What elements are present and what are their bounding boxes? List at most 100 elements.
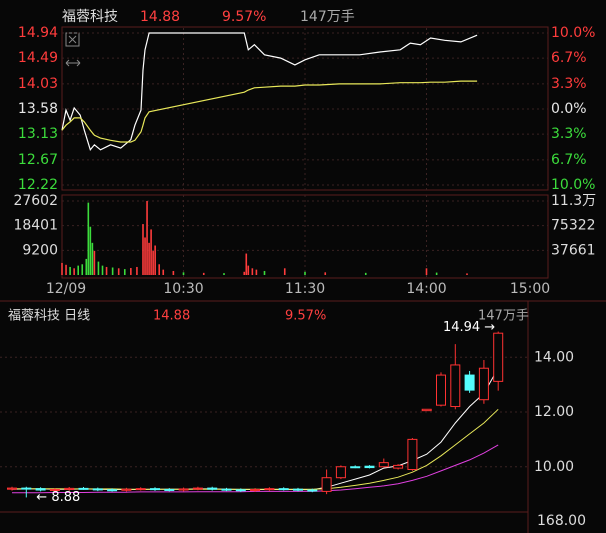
y2-tick-label: 6.7%	[551, 50, 587, 66]
volume-bar	[142, 224, 144, 275]
volume-bar	[172, 270, 175, 275]
candle-body	[150, 488, 160, 491]
candle-body	[350, 466, 361, 469]
candle-body	[450, 364, 461, 408]
price: 14.88	[140, 9, 180, 25]
volume-bar	[73, 268, 75, 275]
volume-bar	[435, 272, 438, 275]
candle-body	[307, 489, 318, 492]
y-tick-label: 10.00	[534, 459, 574, 475]
volume-bar	[105, 266, 108, 275]
volume-bar	[69, 266, 71, 275]
daily-change: 9.57%	[285, 309, 326, 324]
candle-body	[493, 332, 504, 382]
y-tick-label: 12.00	[534, 404, 574, 420]
y-tick-label: 12.22	[18, 177, 58, 193]
volume-bar	[255, 269, 258, 275]
price-line	[61, 80, 478, 143]
volume-bar	[150, 229, 152, 275]
y-tick-label: 9200	[22, 242, 58, 258]
volume-bar	[263, 270, 266, 275]
candle-body	[178, 488, 189, 491]
volume-bar	[91, 242, 94, 275]
candle-body	[264, 488, 275, 491]
y-tick-label: 14.49	[18, 50, 58, 66]
y2-tick-label: 6.7%	[551, 152, 587, 168]
candle-body	[107, 489, 118, 492]
y2-tick-label: 37661	[551, 242, 596, 258]
y2-tick-label: 11.3万	[551, 193, 596, 209]
candle-body	[278, 488, 289, 491]
volume-bar	[130, 268, 132, 275]
volume-bar	[223, 273, 225, 275]
y2-tick-label: 10.0%	[551, 25, 595, 41]
y-tick-label: 18401	[13, 218, 58, 234]
change: 9.57%	[222, 9, 266, 25]
candle-body	[78, 487, 89, 490]
volume-bar	[364, 272, 367, 275]
x-tick-label: 11:30	[285, 281, 325, 297]
volume-bar	[148, 242, 150, 275]
volume-bar	[182, 272, 185, 275]
x-tick-label: 10:30	[163, 281, 203, 297]
candle-body	[7, 487, 17, 490]
volume-bar	[251, 268, 254, 275]
candle-body	[35, 488, 46, 491]
candle-body	[21, 487, 32, 490]
candle-body	[250, 488, 261, 492]
volume-bar	[101, 265, 104, 275]
volume-bar	[158, 264, 160, 275]
x-tick-label: 12/09	[46, 281, 86, 297]
volume-bar	[243, 271, 246, 275]
volume-bar	[93, 250, 96, 275]
candle-body	[64, 487, 75, 490]
candle-body	[393, 464, 404, 469]
y-tick-label: 14.94	[18, 25, 58, 41]
stock-name: 福蓉科技	[62, 9, 118, 25]
candle-body	[321, 477, 332, 492]
volume-bar	[97, 261, 100, 275]
price-line	[61, 32, 478, 152]
candle-body	[235, 489, 246, 492]
daily-volume: 147万手	[478, 309, 529, 324]
y2-tick-label: 3.3%	[551, 76, 587, 92]
volume-bar	[65, 264, 67, 275]
volume-bar	[283, 268, 286, 275]
volume-bar	[111, 267, 114, 275]
candle-body	[207, 487, 218, 490]
expand-icon[interactable]	[65, 59, 81, 67]
y-tick-label: 12.67	[18, 152, 58, 168]
volume-bar	[136, 266, 138, 275]
daily-price: 14.88	[153, 309, 190, 324]
candle-body	[407, 438, 418, 470]
volume-bar	[117, 268, 120, 275]
volume-bar	[152, 250, 154, 275]
y2-tick-label: 10.0%	[551, 177, 595, 193]
volume-bar	[154, 245, 156, 275]
volume-bar	[61, 262, 63, 275]
moving-average	[11, 367, 499, 491]
volume-bar	[81, 264, 84, 275]
volume-bar	[162, 269, 165, 275]
candle-body	[192, 487, 203, 490]
candle-body	[464, 374, 475, 391]
y2-tick-label: 75322	[551, 218, 596, 234]
close-icon-glyph	[68, 35, 77, 44]
volume-bar	[87, 202, 90, 275]
daily-title: 福蓉科技 日线	[8, 309, 90, 324]
volume-bar	[123, 269, 126, 275]
candle-body	[221, 488, 232, 491]
low-annotation: ← 8.88	[36, 490, 80, 505]
candle-body	[335, 466, 346, 479]
candle-body	[478, 367, 489, 401]
y2-tick-label: 0.0%	[551, 101, 587, 117]
volume-bar	[324, 272, 327, 275]
volume-bar	[85, 258, 88, 275]
volume-bar	[89, 226, 92, 275]
y-tick-label: 13.13	[18, 126, 58, 142]
volume-bar	[304, 271, 306, 275]
volume-bar	[425, 268, 428, 275]
volume-bar	[146, 201, 148, 275]
